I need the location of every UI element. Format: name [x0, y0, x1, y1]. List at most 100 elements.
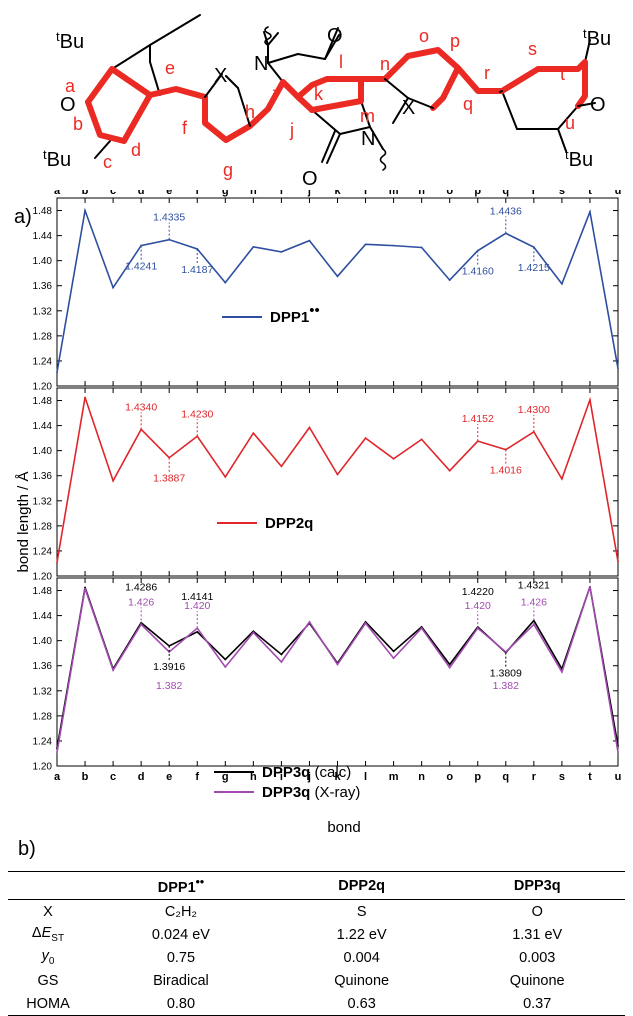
data-label: 1.4220: [462, 586, 494, 598]
x-tick-label-top: g: [222, 190, 229, 197]
scheme-bond-c: c: [103, 152, 112, 172]
data-point: [392, 244, 395, 247]
scheme-bond-r: r: [484, 63, 490, 83]
table-cell: 0.63: [273, 992, 450, 1016]
scheme-bond-g: g: [223, 160, 233, 180]
panel-3: 1.20 1.24 1.28 1.32 1.36 1.40 1.44 1.48 a b c d e f g h…: [33, 577, 621, 801]
row-label: X: [43, 903, 53, 920]
x-tick-label: k: [334, 771, 341, 783]
oxygen-bottom: O: [302, 168, 318, 190]
x-tick-label: q: [502, 771, 509, 783]
panel-label-a: a): [14, 206, 32, 228]
data-point: [448, 666, 451, 669]
data-point: [252, 630, 255, 633]
y-tick-label: 1.32: [33, 686, 53, 697]
row-label: GS: [37, 972, 59, 989]
scheme-bond-q: q: [463, 94, 473, 114]
data-label: 1.382: [493, 680, 519, 692]
y-tick-label: 1.44: [33, 231, 53, 242]
data-label: 1.4187: [181, 264, 213, 276]
data-point: [448, 469, 451, 472]
x-tick-label-top: l: [364, 190, 367, 197]
data-label: 1.4215: [518, 262, 550, 274]
legend-entry: DPP1••: [270, 302, 320, 326]
scheme-bond-l: l: [339, 52, 343, 72]
x-tick-label-top: b: [82, 190, 89, 197]
data-point: [589, 585, 591, 588]
data-point: [308, 620, 311, 623]
heteroatom-right: X: [402, 97, 415, 119]
data-point: [84, 587, 86, 590]
data-label: 1.426: [128, 596, 154, 608]
data-point: [589, 210, 591, 213]
y-tick-label: 1.48: [33, 586, 53, 597]
table-cell: O: [531, 903, 543, 920]
scheme-bond-b: b: [73, 114, 83, 134]
nitrogen-top: N: [254, 53, 268, 75]
data-point: [448, 663, 451, 666]
table-cell: Quinone: [509, 972, 565, 989]
data-label: 1.382: [156, 680, 182, 692]
x-tick-label: m: [389, 771, 399, 783]
x-tick-label-top: i: [280, 190, 283, 197]
data-point: [112, 286, 114, 289]
x-tick-label-top: k: [334, 190, 341, 197]
data-point: [364, 243, 367, 246]
x-tick-label: a: [54, 771, 61, 783]
table-cell: S: [356, 903, 367, 920]
x-tick-label: s: [559, 771, 565, 783]
data-label: 1.4436: [490, 205, 522, 217]
y-tick-label: 1.20: [33, 762, 53, 773]
y-tick-label: 1.20: [33, 382, 53, 393]
x-tick-label-top: d: [138, 190, 145, 197]
scheme-bond-a: a: [65, 76, 76, 96]
panel-1: 1.20 1.24 1.28 1.32 1.36 1.40 1.44 1.48 a b c d e f g h…: [33, 190, 622, 393]
data-point: [196, 630, 199, 633]
data-point: [420, 625, 423, 628]
x-tick-label: d: [138, 771, 145, 783]
scheme-bond-i: i: [272, 87, 276, 107]
x-tick-label: r: [532, 771, 537, 783]
y-tick-label: 1.28: [33, 521, 53, 532]
header-dpp1: DPP1••: [88, 871, 274, 900]
properties-table-section: b) DPP1•• DPP2q DPP3q X C₂H₂ S O ΔEST 0.024 e…: [0, 838, 633, 1016]
table-cell: 0.37: [449, 992, 625, 1016]
x-tick-label: c: [110, 771, 116, 783]
data-point: [280, 653, 283, 656]
heteroatom-left: X: [214, 65, 227, 87]
scheme-bond-m: m: [360, 106, 375, 126]
x-tick-label: t: [588, 771, 592, 783]
data-label: 1.4016: [490, 465, 522, 477]
x-tick-label: h: [250, 771, 257, 783]
y-axis-label: bond length / Å: [15, 472, 32, 573]
header-dpp3q: DPP3q: [449, 871, 625, 900]
x-tick-label: g: [222, 771, 229, 783]
data-point: [392, 650, 395, 653]
data-point: [224, 281, 227, 284]
x-tick-label-top: f: [195, 190, 199, 197]
data-label: 1.3887: [153, 473, 185, 485]
y-tick-label: 1.48: [33, 206, 53, 217]
x-tick-label-top: e: [166, 190, 172, 197]
row-label: y0: [41, 948, 55, 967]
nitrogen-bottom: N: [361, 128, 375, 150]
table-cell: C₂H₂: [164, 903, 198, 920]
oxygen-right: O: [590, 94, 606, 116]
x-tick-label-top: n: [418, 190, 425, 197]
y-tick-label: 1.40: [33, 636, 53, 647]
table-cell: 0.003: [519, 949, 556, 966]
data-point: [84, 586, 86, 589]
x-tick-label: n: [418, 771, 425, 783]
data-label: 1.4230: [181, 408, 213, 420]
scheme-bond-f: f: [182, 118, 188, 138]
scheme-bond-k: k: [314, 84, 324, 104]
data-point: [224, 658, 227, 661]
properties-table: DPP1•• DPP2q DPP3q X C₂H₂ S O ΔEST 0.024 eV 1.…: [8, 871, 625, 1016]
data-label: 1.3916: [153, 661, 185, 673]
x-tick-label-top: m: [389, 190, 399, 197]
tbu-top-right: tBu: [583, 26, 611, 50]
x-tick-label-top: a: [54, 190, 61, 197]
data-label: 1.3809: [490, 668, 522, 680]
x-tick-label: p: [474, 771, 481, 783]
data-point: [589, 399, 591, 401]
